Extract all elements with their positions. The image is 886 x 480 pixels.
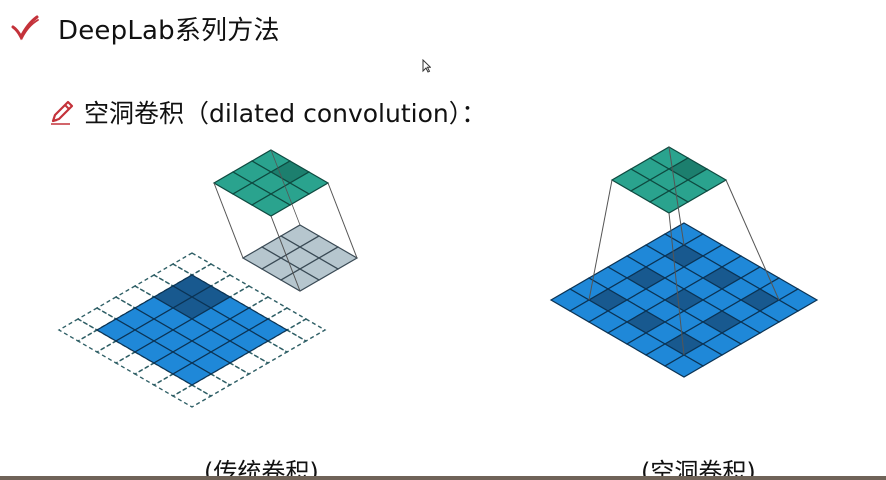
- projection-line: [668, 146, 685, 246]
- padding-cell: [57, 318, 99, 342]
- projection-line: [270, 215, 301, 292]
- projection-line: [270, 149, 301, 226]
- input-cell: [663, 354, 705, 378]
- projection-line: [327, 182, 358, 259]
- projection-line: [725, 179, 780, 301]
- projection-line: [668, 212, 685, 356]
- pencil-icon: [51, 100, 74, 125]
- subtitle: 空洞卷积（dilated convolution）：: [84, 99, 487, 128]
- page-title: DeepLab系列方法: [58, 16, 280, 46]
- projection-line: [588, 179, 613, 301]
- subtitle-row: 空洞卷积（dilated convolution）：: [48, 94, 486, 130]
- input-cell: [171, 362, 213, 386]
- padding-cell: [171, 252, 213, 276]
- caption-standard-convolution: (传统卷积): [204, 458, 319, 480]
- padding-cell: [285, 318, 327, 342]
- checkmark-icon: [11, 15, 39, 40]
- title-row: DeepLab系列方法: [10, 10, 280, 47]
- caption-dilated-convolution: (空洞卷积): [641, 458, 756, 480]
- bottom-rule: [0, 476, 886, 480]
- padding-cell: [171, 384, 213, 408]
- projection-line: [213, 182, 244, 259]
- mouse-cursor-icon: [422, 59, 431, 73]
